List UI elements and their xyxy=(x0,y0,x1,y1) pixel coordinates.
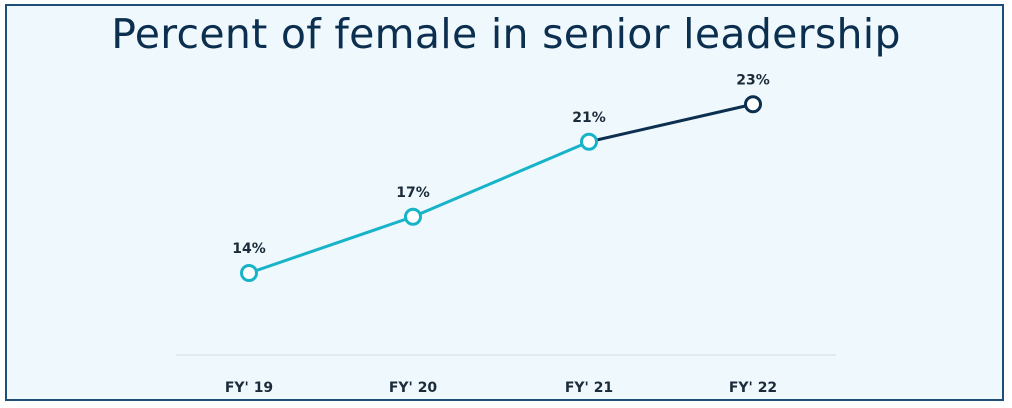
x-tick-label-2: FY' 20 xyxy=(389,380,438,396)
data-label-1: 14% xyxy=(232,241,266,257)
data-point-3 xyxy=(580,132,598,151)
data-label-3: 21% xyxy=(572,110,606,126)
x-tick-label-3: FY' 21 xyxy=(565,380,613,396)
x-tick-labels: FY' 19 FY' 20 FY' 21 FY' 22 xyxy=(225,380,777,396)
chart-frame xyxy=(5,4,1004,401)
x-tick-label-4: FY' 22 xyxy=(729,380,777,396)
data-points xyxy=(240,95,762,282)
data-label-2: 17% xyxy=(396,185,430,201)
data-point-2 xyxy=(404,207,422,226)
line-segment-3 xyxy=(587,102,755,144)
data-label-4: 23% xyxy=(736,72,770,88)
line-segment-2 xyxy=(411,140,591,219)
line-segments xyxy=(247,102,755,275)
data-point-4 xyxy=(744,95,762,114)
line-segment-1 xyxy=(247,215,415,275)
data-labels: 14% 17% 21% 23% xyxy=(232,72,770,257)
data-point-1 xyxy=(240,264,258,282)
chart-title: Percent of female in senior leadership xyxy=(111,10,901,58)
x-tick-label-1: FY' 19 xyxy=(225,380,273,396)
